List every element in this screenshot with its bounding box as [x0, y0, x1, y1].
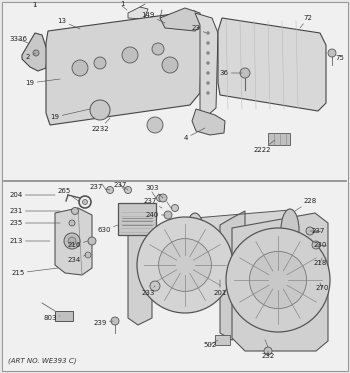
- Text: 237: 237: [89, 184, 110, 190]
- Circle shape: [164, 211, 172, 219]
- Circle shape: [206, 81, 210, 85]
- Circle shape: [90, 100, 110, 120]
- Text: 233: 233: [141, 286, 155, 296]
- Text: 216: 216: [67, 241, 88, 248]
- Ellipse shape: [281, 209, 299, 251]
- Circle shape: [312, 241, 320, 249]
- Text: 303: 303: [145, 185, 163, 198]
- Text: 235: 235: [9, 220, 60, 226]
- Polygon shape: [232, 213, 328, 351]
- Text: 19: 19: [26, 79, 60, 86]
- Circle shape: [152, 43, 164, 55]
- Text: (ART NO. WE393 C): (ART NO. WE393 C): [8, 358, 77, 364]
- Circle shape: [122, 47, 138, 63]
- Circle shape: [328, 49, 336, 57]
- Circle shape: [206, 31, 210, 34]
- Text: 3336: 3336: [9, 36, 28, 43]
- Circle shape: [162, 57, 178, 73]
- Circle shape: [106, 186, 113, 194]
- Circle shape: [159, 239, 211, 291]
- Text: 204: 204: [9, 192, 55, 198]
- Circle shape: [172, 204, 178, 211]
- Text: 230: 230: [313, 242, 327, 248]
- Text: 232: 232: [261, 351, 275, 359]
- Text: 19: 19: [50, 109, 90, 120]
- Text: 1: 1: [120, 1, 124, 7]
- Text: 234: 234: [67, 255, 86, 263]
- Polygon shape: [192, 109, 225, 135]
- Text: 228: 228: [295, 198, 317, 211]
- Ellipse shape: [186, 213, 204, 255]
- Circle shape: [250, 251, 307, 308]
- Text: 240: 240: [145, 212, 165, 218]
- Circle shape: [111, 317, 119, 325]
- Text: 13: 13: [57, 18, 80, 29]
- Text: 237: 237: [310, 228, 325, 234]
- Circle shape: [306, 227, 314, 235]
- Circle shape: [264, 347, 272, 355]
- Text: 149: 149: [141, 12, 165, 23]
- Text: 72: 72: [300, 15, 313, 28]
- Text: 630: 630: [97, 225, 118, 233]
- Circle shape: [83, 200, 88, 204]
- Circle shape: [206, 51, 210, 54]
- Text: 213: 213: [9, 238, 50, 244]
- Text: 75: 75: [332, 55, 344, 61]
- Circle shape: [206, 91, 210, 94]
- Text: 265: 265: [57, 188, 80, 202]
- Circle shape: [206, 72, 210, 75]
- Circle shape: [226, 228, 330, 332]
- Bar: [118, 203, 156, 235]
- Text: 4: 4: [184, 128, 205, 141]
- Text: 2232: 2232: [91, 118, 110, 132]
- Text: 231: 231: [9, 208, 60, 214]
- Text: 36: 36: [219, 70, 242, 76]
- Circle shape: [94, 57, 106, 69]
- Text: 201: 201: [213, 280, 227, 296]
- Polygon shape: [218, 18, 326, 111]
- Circle shape: [206, 62, 210, 65]
- Polygon shape: [195, 210, 290, 258]
- Polygon shape: [220, 211, 245, 340]
- Circle shape: [150, 281, 160, 291]
- Circle shape: [68, 237, 76, 245]
- Circle shape: [88, 237, 96, 245]
- Bar: [268, 133, 290, 145]
- Text: 803: 803: [43, 315, 60, 321]
- Circle shape: [72, 60, 88, 76]
- Text: 1: 1: [32, 2, 36, 8]
- Text: 239: 239: [93, 320, 113, 326]
- Polygon shape: [128, 211, 152, 325]
- Polygon shape: [160, 8, 202, 31]
- Polygon shape: [55, 208, 92, 275]
- Text: 270: 270: [315, 283, 329, 291]
- Polygon shape: [128, 7, 148, 19]
- Circle shape: [159, 194, 167, 202]
- Text: 237: 237: [113, 182, 128, 190]
- Text: 2222: 2222: [253, 140, 275, 153]
- Circle shape: [69, 220, 75, 226]
- Text: 2: 2: [26, 53, 36, 60]
- Circle shape: [125, 186, 132, 194]
- Text: 502: 502: [203, 340, 218, 348]
- Circle shape: [64, 233, 80, 249]
- Polygon shape: [22, 33, 48, 71]
- Bar: [55, 311, 73, 321]
- Circle shape: [206, 41, 210, 44]
- Polygon shape: [195, 13, 218, 115]
- Circle shape: [156, 194, 163, 201]
- Circle shape: [85, 252, 91, 258]
- Text: 218: 218: [313, 258, 327, 266]
- Circle shape: [147, 117, 163, 133]
- Polygon shape: [46, 11, 202, 125]
- Circle shape: [71, 207, 78, 214]
- Circle shape: [240, 68, 250, 78]
- Circle shape: [137, 217, 233, 313]
- Bar: [215, 335, 230, 345]
- Text: 23: 23: [191, 25, 206, 33]
- Text: 215: 215: [11, 268, 58, 276]
- Text: 237: 237: [143, 198, 162, 208]
- Circle shape: [33, 50, 39, 56]
